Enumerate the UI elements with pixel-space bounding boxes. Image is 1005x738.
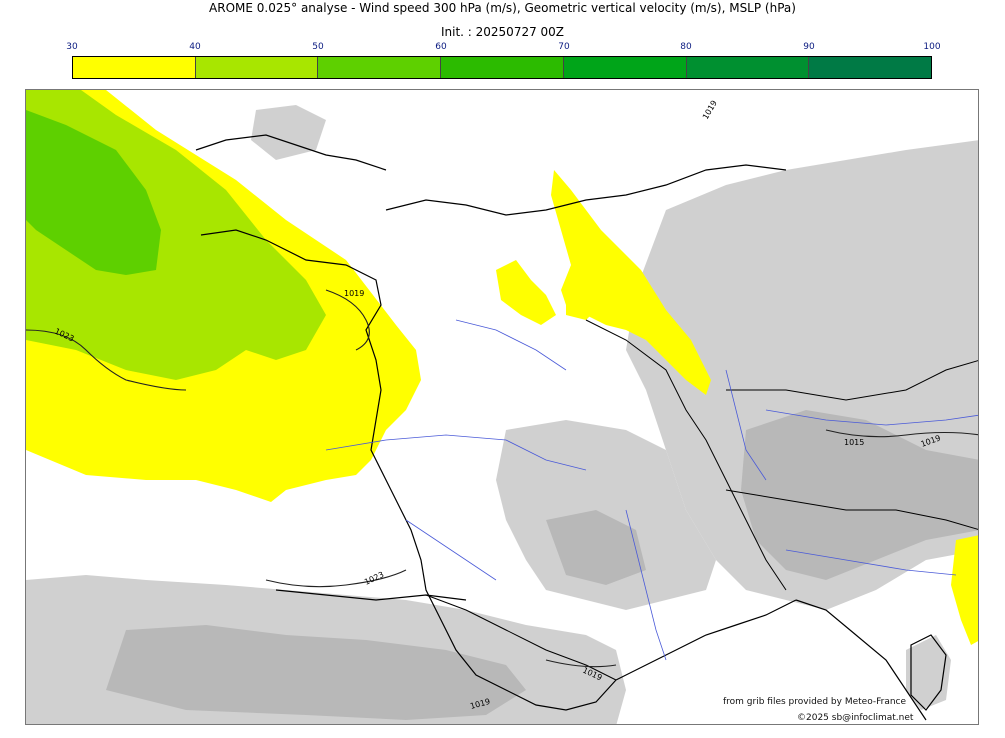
- colorbar-tick: 60: [435, 42, 447, 52]
- jet-30-40-patch-a: [496, 260, 556, 325]
- colorbar-segment-90-100: [809, 57, 932, 78]
- isobar-label: 1023: [363, 570, 385, 587]
- river-rhine: [725, 369, 767, 481]
- coast-channel: [385, 164, 787, 216]
- colorbar-tick: 40: [189, 42, 201, 52]
- border-alps: [725, 489, 978, 530]
- jet-30-40-patch-b: [566, 290, 601, 320]
- vertical-velocity-core: [106, 410, 978, 720]
- isobar-1015: [825, 429, 978, 438]
- coast-uk-south: [195, 134, 387, 171]
- coast-spain-north: [275, 589, 467, 601]
- isobar-1023-south: [265, 569, 407, 588]
- river-po: [785, 549, 957, 576]
- init-time: Init. : 20250727 00Z: [440, 25, 565, 39]
- river-rhone: [625, 509, 667, 661]
- jet-30-40-east: [551, 170, 711, 395]
- isobars: [26, 289, 978, 668]
- coastlines: [195, 134, 947, 721]
- coast-france-west: [200, 229, 617, 711]
- map-title: AROME 0.025° analyse - Wind speed 300 hP…: [209, 1, 796, 15]
- colorbar-segment-50-60: [318, 57, 442, 78]
- copyright-credit: ©2025 sb@infoclimat.net: [797, 713, 914, 723]
- isobar-label: 1019: [344, 289, 364, 298]
- colorbar-segment-40-50: [195, 57, 319, 78]
- isobar-1019-west: [325, 289, 370, 351]
- river-loire: [325, 434, 587, 471]
- colorbar-segment-80-90: [686, 57, 810, 78]
- rivers: [325, 319, 978, 661]
- wind-speed-jet: [26, 90, 978, 645]
- coast-med-france: [615, 599, 797, 681]
- coast-italy-west: [795, 599, 927, 721]
- data-source-credit: from grib files provided by Meteo-France: [723, 697, 907, 707]
- coast-corsica: [910, 634, 947, 711]
- border-central-europe: [726, 360, 978, 401]
- colorbar-segment-30-40: [73, 57, 196, 78]
- map-canvas: 1023 1019 1023 1019 1015 1019 1019 1019: [26, 90, 978, 724]
- river-garonne: [405, 519, 497, 581]
- colorbar-tick: 90: [803, 42, 815, 52]
- colorbar-segment-60-70: [441, 57, 564, 78]
- isobar-label: 1019: [701, 99, 719, 121]
- jet-30-40-southeast: [951, 535, 978, 645]
- border-france-spain: [425, 594, 617, 681]
- river-danube: [765, 409, 978, 426]
- colorbar-tick: 30: [66, 42, 78, 52]
- colorbar-tick: 100: [923, 42, 941, 52]
- map-area[interactable]: 1023 1019 1023 1019 1015 1019 1019 1019: [25, 89, 979, 725]
- gray-area-northwest: [251, 105, 326, 160]
- country-borders: [425, 319, 978, 681]
- river-seine: [455, 319, 567, 371]
- colorbar-tick: 50: [312, 42, 324, 52]
- colorbar-tick: 80: [680, 42, 692, 52]
- jet-50-60-west: [26, 110, 161, 275]
- colorbar: [72, 56, 932, 79]
- gray-area-corsica: [906, 635, 951, 710]
- isobar-1019-south: [545, 659, 617, 668]
- colorbar-segment-70-80: [563, 57, 687, 78]
- border-france-east: [585, 319, 787, 591]
- isobar-label: 1015: [844, 438, 864, 447]
- isobar-1023: [26, 329, 187, 391]
- colorbar-tick: 70: [558, 42, 570, 52]
